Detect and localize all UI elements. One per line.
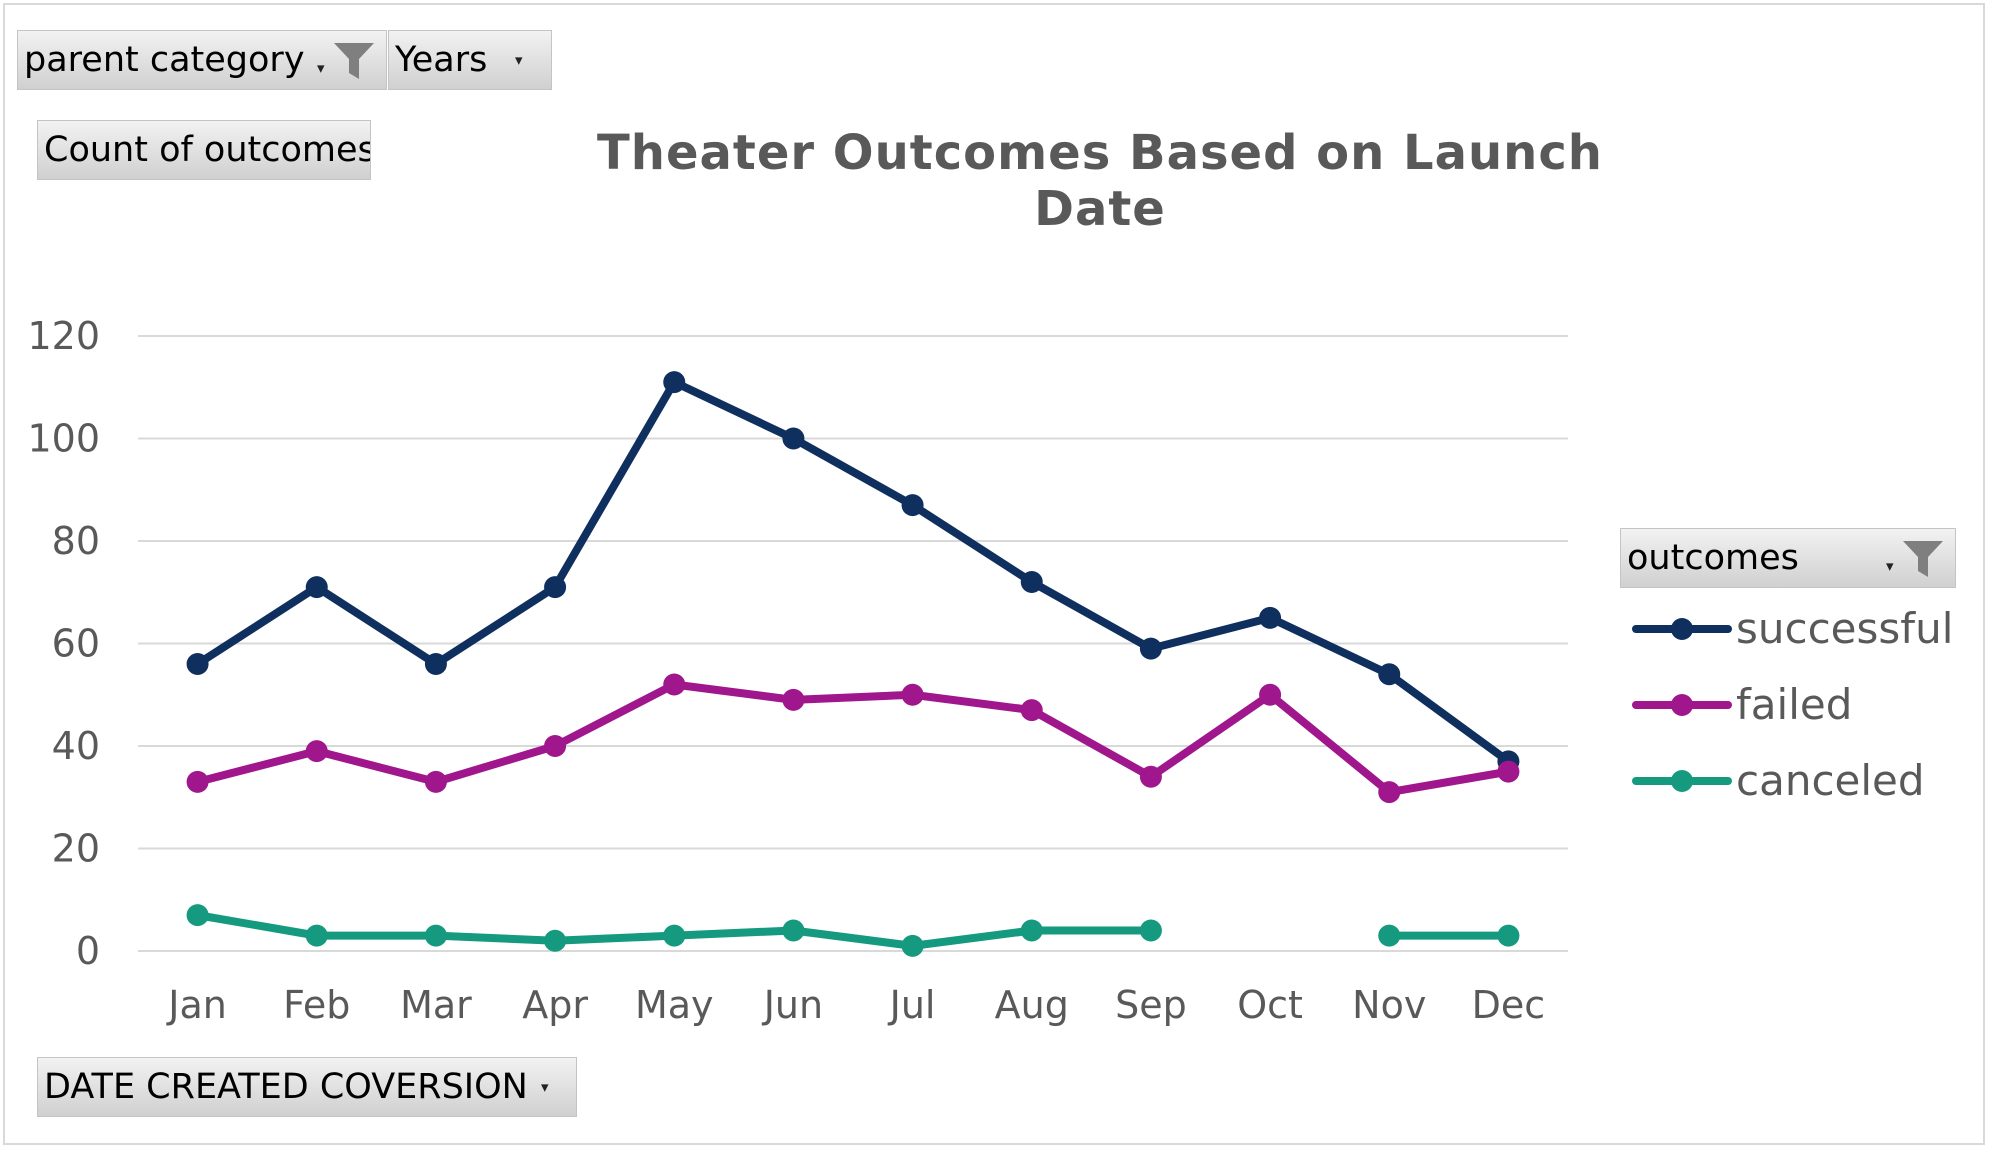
data-point-successful-feb <box>305 576 328 599</box>
data-point-failed-dec <box>1497 760 1520 783</box>
value-field-button[interactable]: Count of outcomes <box>37 120 371 180</box>
legend-item-canceled[interactable]: canceled <box>1632 756 1952 806</box>
data-point-successful-sep <box>1139 637 1162 660</box>
data-point-canceled-dec <box>1497 924 1520 947</box>
series-line-failed <box>193 680 1513 797</box>
x-tick-label-dec: Dec <box>1472 983 1546 1027</box>
data-point-failed-apr <box>544 735 567 757</box>
data-point-canceled-may <box>663 924 686 947</box>
data-point-canceled-jun <box>782 919 805 942</box>
data-point-successful-oct <box>1259 606 1282 629</box>
data-point-failed-sep <box>1139 765 1162 788</box>
x-tick-label-nov: Nov <box>1352 983 1426 1027</box>
filter-icon <box>334 43 374 79</box>
data-point-failed-may <box>663 673 686 696</box>
chart-title: Theater Outcomes Based on Launch Date <box>597 125 1603 237</box>
data-point-successful-mar <box>424 653 447 675</box>
x-tick-label-feb: Feb <box>283 983 350 1027</box>
parent-category-filter-button[interactable]: parent category ▾ <box>17 30 387 90</box>
legend-label-failed: failed <box>1736 680 1853 729</box>
data-point-successful-may <box>663 371 686 394</box>
data-point-canceled-sep <box>1139 919 1162 942</box>
x-tick-label-sep: Sep <box>1115 983 1187 1027</box>
data-point-failed-jan <box>186 770 209 793</box>
y-tick-label-40: 40 <box>52 724 100 768</box>
x-tick-label-mar: Mar <box>400 983 472 1027</box>
years-label: Years <box>395 40 488 80</box>
legend-label-canceled: canceled <box>1736 756 1925 805</box>
axis-field-label: DATE CREATED COVERSION <box>44 1067 528 1107</box>
chevron-down-icon: ▾ <box>317 59 325 77</box>
y-tick-label-120: 120 <box>27 314 100 358</box>
axis-field-button[interactable]: DATE CREATED COVERSION ▾ <box>37 1057 577 1117</box>
data-point-failed-jun <box>782 688 805 711</box>
chevron-down-icon: ▾ <box>515 51 523 69</box>
legend-item-failed[interactable]: failed <box>1632 680 1952 730</box>
x-tick-label-apr: Apr <box>522 983 588 1027</box>
data-point-successful-apr <box>544 576 567 599</box>
x-tick-label-may: May <box>635 983 714 1027</box>
data-point-successful-nov <box>1378 663 1401 686</box>
data-point-successful-aug <box>1020 571 1043 593</box>
data-point-failed-nov <box>1378 781 1401 804</box>
data-point-failed-feb <box>305 740 328 763</box>
legend-swatch-successful <box>1632 618 1732 640</box>
filter-icon <box>1903 541 1943 577</box>
y-tick-label-20: 20 <box>52 827 100 871</box>
x-tick-label-jun: Jun <box>762 983 823 1027</box>
legend-field-label: outcomes <box>1627 538 1799 578</box>
x-tick-label-jul: Jul <box>888 983 936 1027</box>
data-point-successful-jul <box>901 494 924 517</box>
legend-swatch-failed <box>1632 694 1732 716</box>
x-tick-label-aug: Aug <box>995 983 1069 1027</box>
data-point-successful-jan <box>186 653 209 675</box>
data-point-failed-oct <box>1259 683 1282 706</box>
value-field-label: Count of outcomes <box>44 130 371 170</box>
data-point-canceled-nov <box>1378 924 1401 947</box>
x-tick-label-jan: Jan <box>166 983 227 1027</box>
data-point-failed-aug <box>1020 699 1043 722</box>
x-tick-label-oct: Oct <box>1237 983 1303 1027</box>
years-filter-button[interactable]: Years ▾ <box>388 30 552 90</box>
data-point-canceled-jan <box>186 904 209 927</box>
y-tick-label-80: 80 <box>52 519 100 563</box>
data-point-canceled-apr <box>544 929 567 952</box>
data-point-canceled-mar <box>424 924 447 947</box>
y-tick-label-60: 60 <box>52 622 100 666</box>
legend-swatch-canceled <box>1632 770 1732 792</box>
legend-field-button[interactable]: outcomes ▾ <box>1620 528 1956 588</box>
chevron-down-icon: ▾ <box>1886 557 1894 575</box>
y-tick-label-100: 100 <box>27 417 100 461</box>
data-point-canceled-feb <box>305 924 328 947</box>
data-point-canceled-aug <box>1020 919 1043 942</box>
data-point-failed-jul <box>901 683 924 706</box>
series-line-successful <box>193 378 1513 766</box>
data-point-failed-mar <box>424 770 447 793</box>
parent-category-label: parent category <box>24 40 305 80</box>
legend-item-successful[interactable]: successful <box>1632 604 1954 654</box>
data-point-canceled-jul <box>901 934 924 957</box>
chevron-down-icon: ▾ <box>541 1078 549 1096</box>
legend-label-successful: successful <box>1736 604 1954 653</box>
data-point-successful-jun <box>782 427 805 450</box>
y-tick-label-0: 0 <box>76 929 100 973</box>
